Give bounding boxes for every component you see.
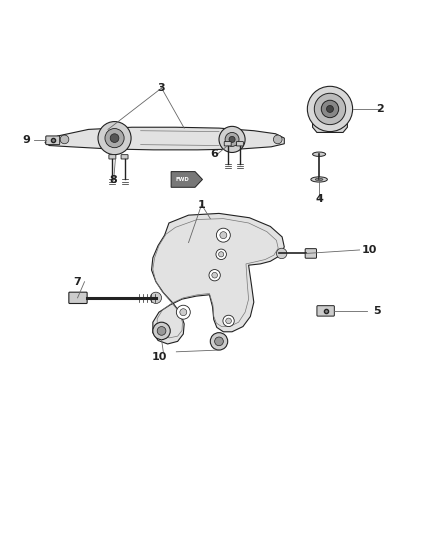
FancyBboxPatch shape (224, 142, 231, 146)
Text: 10: 10 (151, 352, 166, 362)
Circle shape (180, 309, 187, 316)
FancyBboxPatch shape (305, 249, 317, 258)
Polygon shape (313, 109, 347, 133)
Circle shape (153, 322, 170, 340)
Text: 9: 9 (23, 135, 31, 146)
Text: 1: 1 (198, 200, 205, 209)
FancyBboxPatch shape (109, 155, 116, 159)
FancyBboxPatch shape (69, 292, 87, 303)
Ellipse shape (311, 177, 327, 182)
Circle shape (216, 228, 230, 242)
Text: 7: 7 (74, 277, 81, 287)
Circle shape (223, 315, 234, 327)
Circle shape (212, 272, 218, 278)
Circle shape (273, 135, 282, 144)
Circle shape (314, 93, 346, 125)
Text: 3: 3 (158, 83, 166, 93)
Text: 6: 6 (210, 149, 218, 159)
Text: 4: 4 (315, 194, 323, 204)
Circle shape (276, 248, 287, 259)
FancyBboxPatch shape (46, 136, 60, 144)
Circle shape (216, 249, 226, 260)
Circle shape (220, 232, 227, 239)
Circle shape (209, 270, 220, 281)
Circle shape (157, 327, 166, 335)
Circle shape (307, 86, 353, 132)
Circle shape (226, 318, 231, 324)
FancyBboxPatch shape (121, 155, 128, 159)
Circle shape (219, 252, 224, 257)
Polygon shape (45, 127, 284, 150)
Circle shape (177, 305, 190, 319)
Text: 2: 2 (376, 104, 384, 114)
Circle shape (150, 292, 162, 303)
Ellipse shape (313, 152, 325, 156)
Circle shape (225, 133, 239, 147)
Polygon shape (152, 213, 284, 344)
Circle shape (321, 100, 339, 118)
Text: 10: 10 (361, 245, 377, 255)
Polygon shape (171, 172, 202, 187)
FancyBboxPatch shape (317, 305, 334, 316)
Circle shape (105, 128, 124, 148)
Circle shape (110, 134, 119, 142)
Ellipse shape (315, 179, 323, 181)
Circle shape (98, 122, 131, 155)
Circle shape (326, 106, 333, 112)
Circle shape (60, 135, 69, 144)
Text: 8: 8 (110, 175, 117, 185)
Circle shape (210, 333, 228, 350)
Circle shape (219, 126, 245, 152)
FancyBboxPatch shape (237, 142, 244, 146)
Text: FWD: FWD (176, 177, 189, 182)
Text: 5: 5 (373, 306, 380, 316)
Circle shape (229, 136, 235, 142)
Circle shape (215, 337, 223, 346)
